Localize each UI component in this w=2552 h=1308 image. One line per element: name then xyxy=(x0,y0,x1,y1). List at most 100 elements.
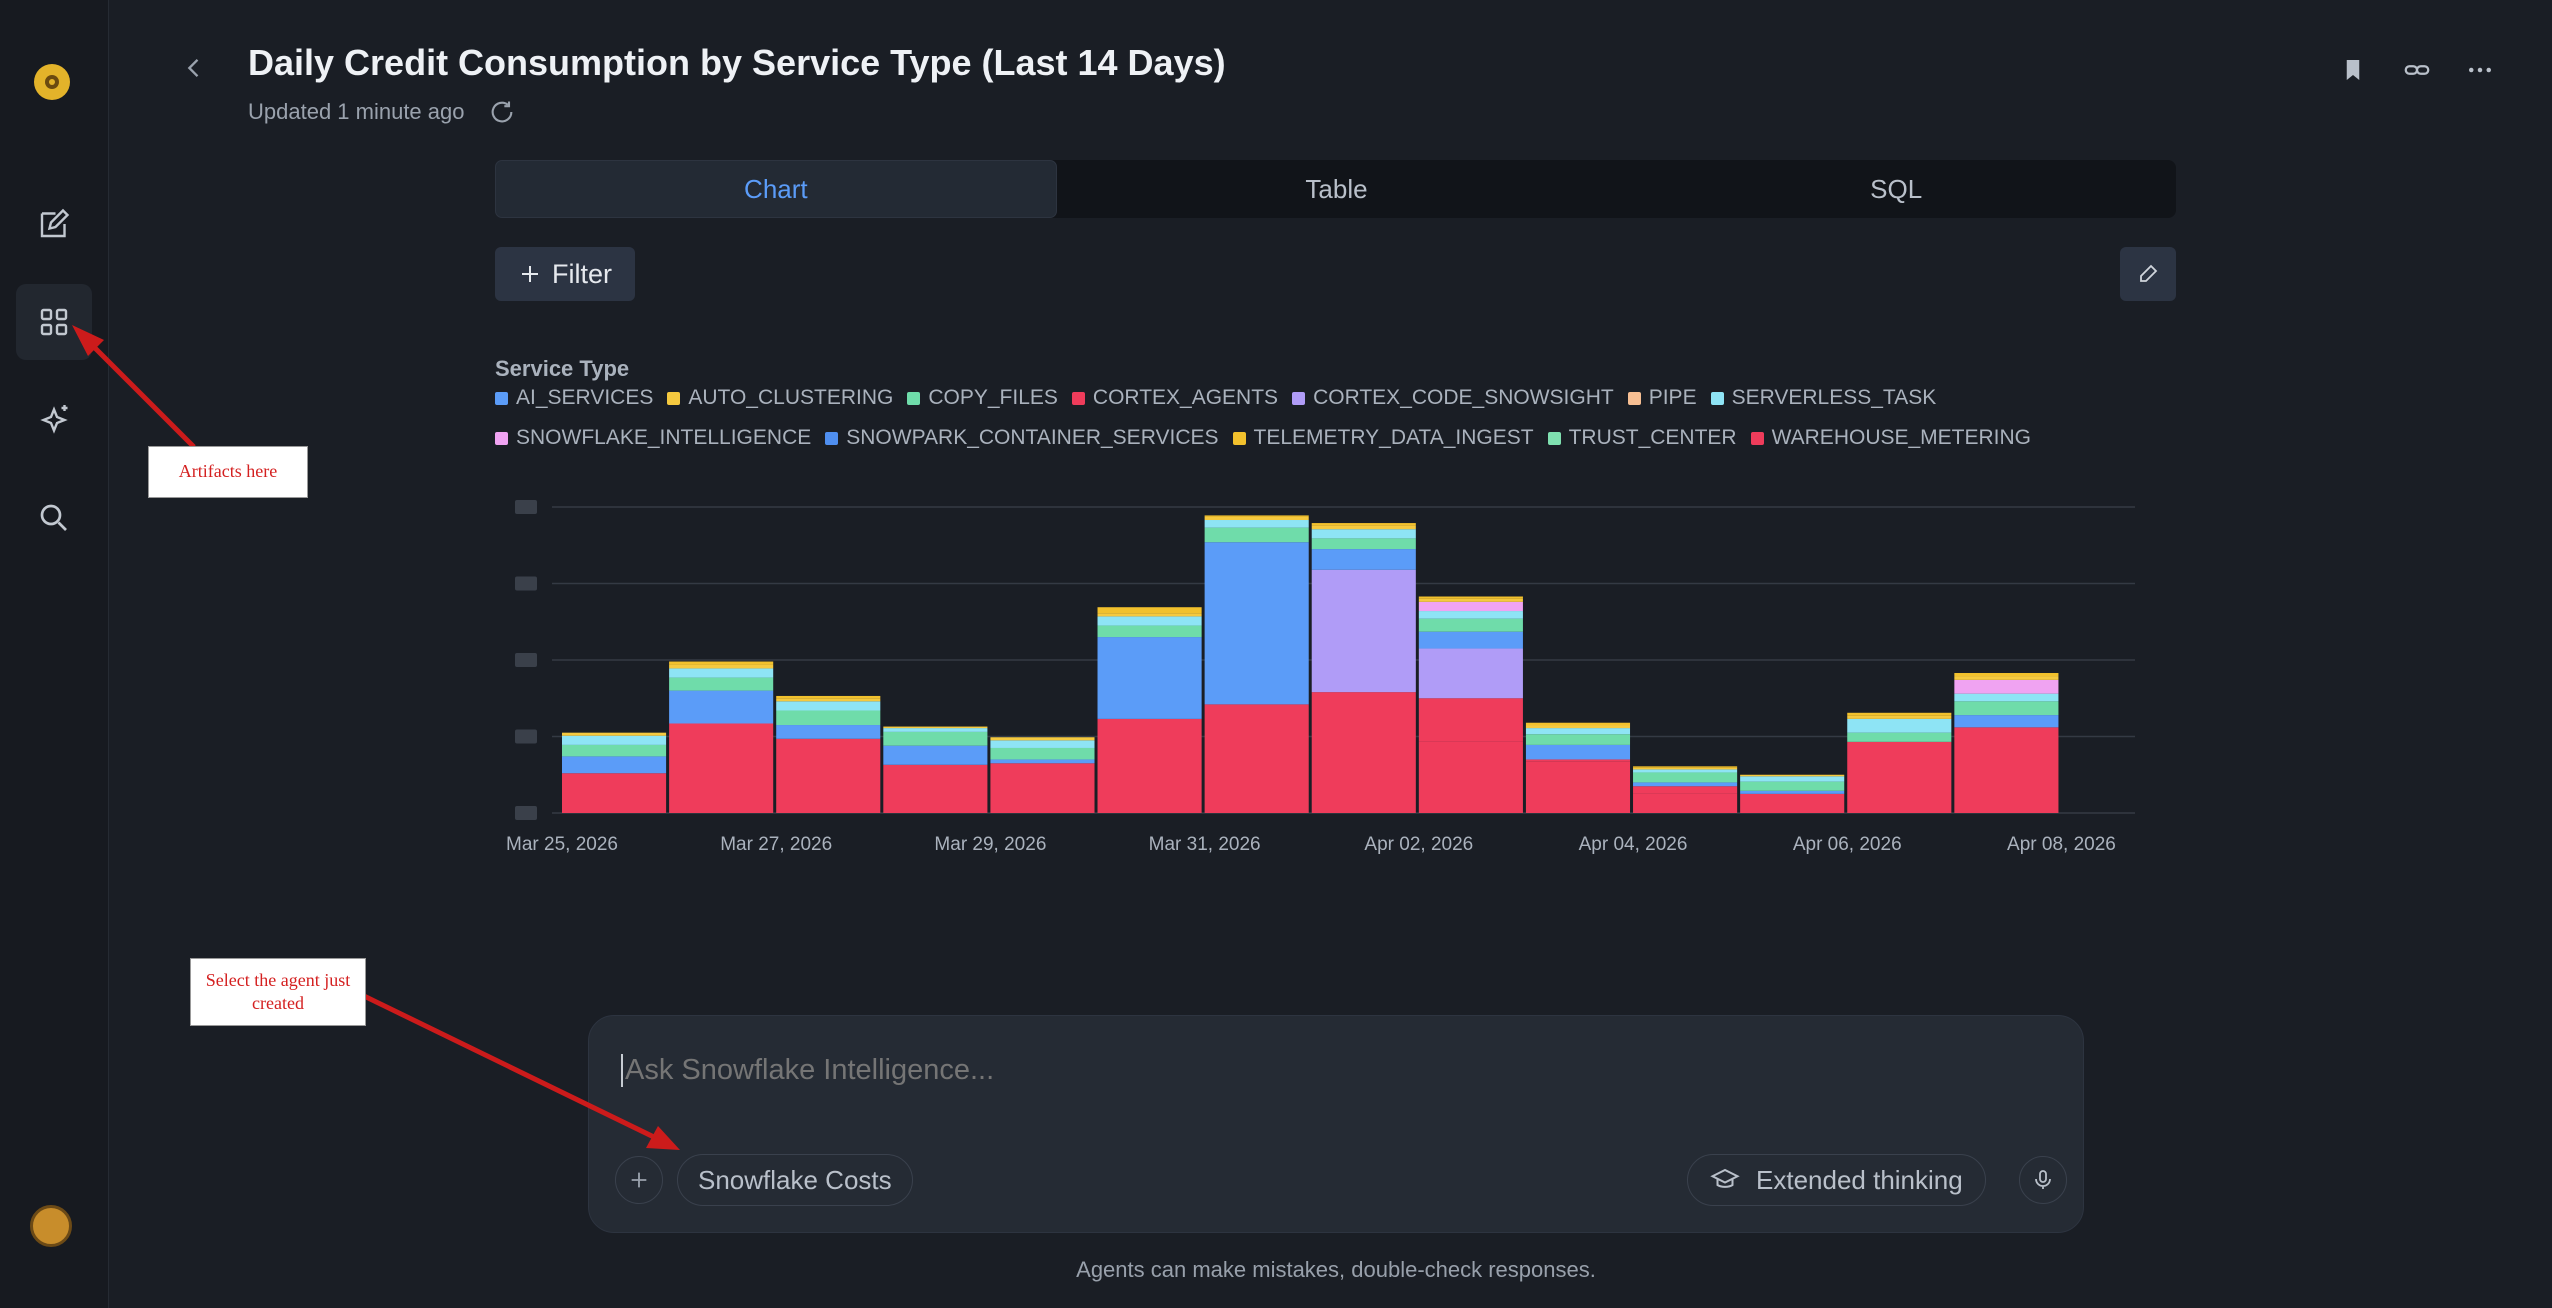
bar-segment[interactable] xyxy=(1525,759,1631,762)
bookmark-icon[interactable] xyxy=(2338,55,2368,85)
legend-item[interactable]: TELEMETRY_DATA_INGEST xyxy=(1232,426,1534,450)
bar-segment[interactable] xyxy=(1847,712,1952,716)
bar-segment[interactable] xyxy=(1633,772,1738,783)
bar-segment[interactable] xyxy=(883,731,988,746)
bar-segment[interactable] xyxy=(1311,549,1416,570)
bar-segment[interactable] xyxy=(1311,523,1416,526)
link-icon[interactable] xyxy=(2402,55,2432,85)
bar-segment[interactable] xyxy=(990,759,1095,764)
filter-button[interactable]: Filter xyxy=(495,247,635,301)
bar-segment[interactable] xyxy=(776,710,881,726)
user-avatar[interactable] xyxy=(30,1205,72,1247)
legend-item[interactable]: PIPE xyxy=(1627,386,1697,410)
tab-sql[interactable]: SQL xyxy=(1870,173,1923,204)
bar-segment[interactable] xyxy=(669,661,774,665)
bar-segment[interactable] xyxy=(1418,648,1523,699)
legend-item[interactable]: WAREHOUSE_METERING xyxy=(1750,426,2031,450)
bar-segment[interactable] xyxy=(1418,611,1523,619)
bar-segment[interactable] xyxy=(1418,601,1523,612)
bar-segment[interactable] xyxy=(776,695,881,699)
bar-segment[interactable] xyxy=(1740,781,1845,791)
bar-segment[interactable] xyxy=(1740,776,1845,782)
bar-segment[interactable] xyxy=(1204,515,1309,517)
bar-segment[interactable] xyxy=(1633,782,1738,787)
bar-segment[interactable] xyxy=(1204,542,1309,705)
bar-segment[interactable] xyxy=(669,668,774,678)
bar-segment[interactable] xyxy=(1204,527,1309,543)
agent-selector[interactable]: Snowflake Costs xyxy=(677,1154,913,1206)
bar-segment[interactable] xyxy=(776,698,881,702)
bar-segment[interactable] xyxy=(1633,767,1738,770)
bar-segment[interactable] xyxy=(883,745,988,765)
legend-item[interactable]: CORTEX_CODE_SNOWSIGHT xyxy=(1292,386,1614,410)
bar-segment[interactable] xyxy=(1418,698,1523,742)
bar-segment[interactable] xyxy=(1525,725,1631,729)
bar-segment[interactable] xyxy=(562,756,667,774)
bar-segment[interactable] xyxy=(776,738,881,813)
bar-segment[interactable] xyxy=(1418,741,1523,813)
bar-segment[interactable] xyxy=(1097,616,1202,626)
bar-segment[interactable] xyxy=(1204,520,1309,528)
microphone-button[interactable] xyxy=(2019,1156,2067,1204)
legend-item[interactable]: AI_SERVICES xyxy=(495,386,653,410)
bar-segment[interactable] xyxy=(1847,741,1952,813)
bar-segment[interactable] xyxy=(1954,693,2059,702)
attach-button[interactable] xyxy=(615,1156,663,1204)
legend-item[interactable]: SERVERLESS_TASK xyxy=(1710,386,1936,410)
bar-segment[interactable] xyxy=(1311,569,1416,693)
bar-segment[interactable] xyxy=(883,726,988,729)
bar-segment[interactable] xyxy=(1097,607,1202,614)
bar-segment[interactable] xyxy=(1097,637,1202,719)
bar-segment[interactable] xyxy=(1633,769,1738,773)
bar-segment[interactable] xyxy=(776,701,881,711)
edit-chart-button[interactable] xyxy=(2120,247,2176,301)
bar-segment[interactable] xyxy=(1740,774,1845,777)
bar-segment[interactable] xyxy=(883,764,988,813)
bar-segment[interactable] xyxy=(1525,722,1631,726)
legend-item[interactable]: SNOWPARK_CONTAINER_SERVICES xyxy=(825,426,1219,450)
tab-table[interactable]: Table xyxy=(1305,173,1368,204)
bar-segment[interactable] xyxy=(1740,793,1845,813)
bar-segment[interactable] xyxy=(1954,676,2059,680)
bar-segment[interactable] xyxy=(1954,727,2059,813)
bar-segment[interactable] xyxy=(1418,598,1523,602)
bar-segment[interactable] xyxy=(1311,538,1416,550)
bar-segment[interactable] xyxy=(1311,525,1416,530)
bar-segment[interactable] xyxy=(1847,732,1952,742)
bar-segment[interactable] xyxy=(562,773,667,813)
bar-segment[interactable] xyxy=(990,740,1095,748)
bar-segment[interactable] xyxy=(1097,718,1202,813)
legend-item[interactable]: COPY_FILES xyxy=(907,386,1058,410)
bar-segment[interactable] xyxy=(562,735,667,745)
bar-segment[interactable] xyxy=(1633,766,1738,768)
bar-segment[interactable] xyxy=(1525,761,1631,813)
bar-segment[interactable] xyxy=(1633,793,1738,813)
agents-button[interactable] xyxy=(16,382,92,458)
bar-segment[interactable] xyxy=(1954,679,2059,694)
legend-item[interactable]: AUTO_CLUSTERING xyxy=(667,386,893,410)
bar-segment[interactable] xyxy=(1097,613,1202,617)
bar-segment[interactable] xyxy=(1418,596,1523,599)
bar-segment[interactable] xyxy=(990,763,1095,813)
bar-segment[interactable] xyxy=(990,737,1095,741)
bar-segment[interactable] xyxy=(1311,692,1416,813)
bar-segment[interactable] xyxy=(1954,715,2059,728)
legend-item[interactable]: SNOWFLAKE_INTELLIGENCE xyxy=(495,426,811,450)
artifacts-button[interactable] xyxy=(16,284,92,360)
bar-segment[interactable] xyxy=(1954,673,2059,677)
bar-segment[interactable] xyxy=(776,725,881,739)
legend-item[interactable]: CORTEX_AGENTS xyxy=(1071,386,1278,410)
new-chat-button[interactable] xyxy=(16,186,92,262)
bar-segment[interactable] xyxy=(669,664,774,669)
bar-segment[interactable] xyxy=(1525,728,1631,735)
bar-segment[interactable] xyxy=(562,732,667,736)
bar-segment[interactable] xyxy=(1525,744,1631,760)
bar-segment[interactable] xyxy=(1847,718,1952,733)
bar-segment[interactable] xyxy=(669,723,774,813)
bar-segment[interactable] xyxy=(1847,715,1952,719)
app-logo[interactable] xyxy=(34,64,70,100)
bar-segment[interactable] xyxy=(1633,786,1738,794)
bar-segment[interactable] xyxy=(669,690,774,724)
bar-segment[interactable] xyxy=(1204,516,1309,521)
tab-chart[interactable]: Chart xyxy=(495,160,1057,218)
